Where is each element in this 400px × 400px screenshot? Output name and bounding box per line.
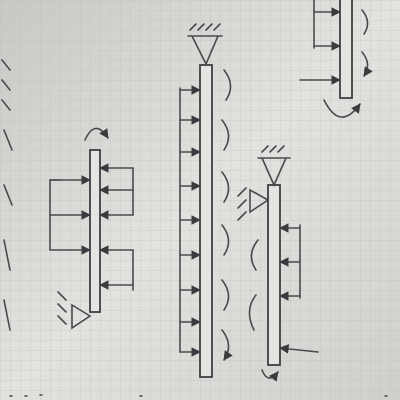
force-arrows [299,7,341,85]
force-arrows [179,85,201,357]
force-arrows [279,223,319,354]
support [257,145,291,187]
moment-arrow [84,127,109,141]
beam [89,149,101,313]
moment-arrows [222,69,231,360]
moment-arrows [248,239,278,378]
beam [267,184,281,366]
beam [339,0,353,99]
moment-arrows [362,9,368,76]
force-arrows [49,163,134,290]
edge-marks [1,59,13,331]
moment-arrow [323,99,361,118]
beam [199,64,213,378]
marks [9,394,388,397]
force-arrow [279,344,319,354]
support [57,291,92,330]
support [237,187,270,221]
support [187,23,223,66]
